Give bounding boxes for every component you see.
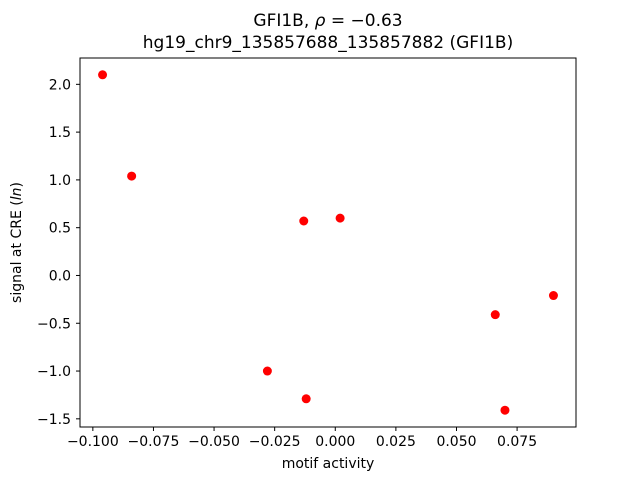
- axes-frame: [79, 57, 577, 428]
- x-axis-label: motif activity: [282, 456, 375, 472]
- data-point: [490, 310, 500, 320]
- y-tick-label: −1.5: [37, 412, 71, 428]
- y-tick-label: 0.5: [49, 221, 71, 237]
- chart-title: GFI1B, ρ = −0.63 hg19_chr9_135857688_135…: [80, 10, 576, 54]
- chart-title-line1: GFI1B, ρ = −0.63: [80, 10, 576, 32]
- title-rho-symbol: ρ: [314, 11, 326, 31]
- y-axis-label: signal at CRE (ln): [9, 182, 25, 303]
- data-point: [500, 405, 510, 415]
- data-point: [548, 291, 558, 301]
- y-tick-label: −1.0: [37, 364, 71, 380]
- y-tick-label: 1.0: [49, 173, 71, 189]
- data-point: [127, 171, 137, 181]
- data-point: [299, 216, 309, 226]
- y-tick-label: 0.0: [49, 268, 71, 284]
- y-tick-label: 1.5: [49, 125, 71, 141]
- x-tick-label: 0.000: [315, 434, 355, 450]
- chart-title-line2: hg19_chr9_135857688_135857882 (GFI1B): [142, 33, 514, 53]
- x-tick-label: 0.050: [436, 434, 476, 450]
- x-tick-label: −0.050: [188, 434, 240, 450]
- data-point: [98, 70, 108, 80]
- title-correlation-value: = −0.63: [325, 11, 403, 31]
- x-tick-label: −0.075: [128, 434, 180, 450]
- data-point: [335, 213, 345, 223]
- title-gene-label: GFI1B,: [253, 11, 315, 31]
- y-tick-label: −0.5: [37, 316, 71, 332]
- x-tick-label: 0.075: [497, 434, 537, 450]
- data-point: [262, 366, 272, 376]
- y-tick-label: 2.0: [49, 77, 71, 93]
- x-tick-label: 0.025: [376, 434, 416, 450]
- x-tick-label: −0.100: [67, 434, 119, 450]
- data-point: [301, 394, 311, 404]
- x-tick-label: −0.025: [249, 434, 301, 450]
